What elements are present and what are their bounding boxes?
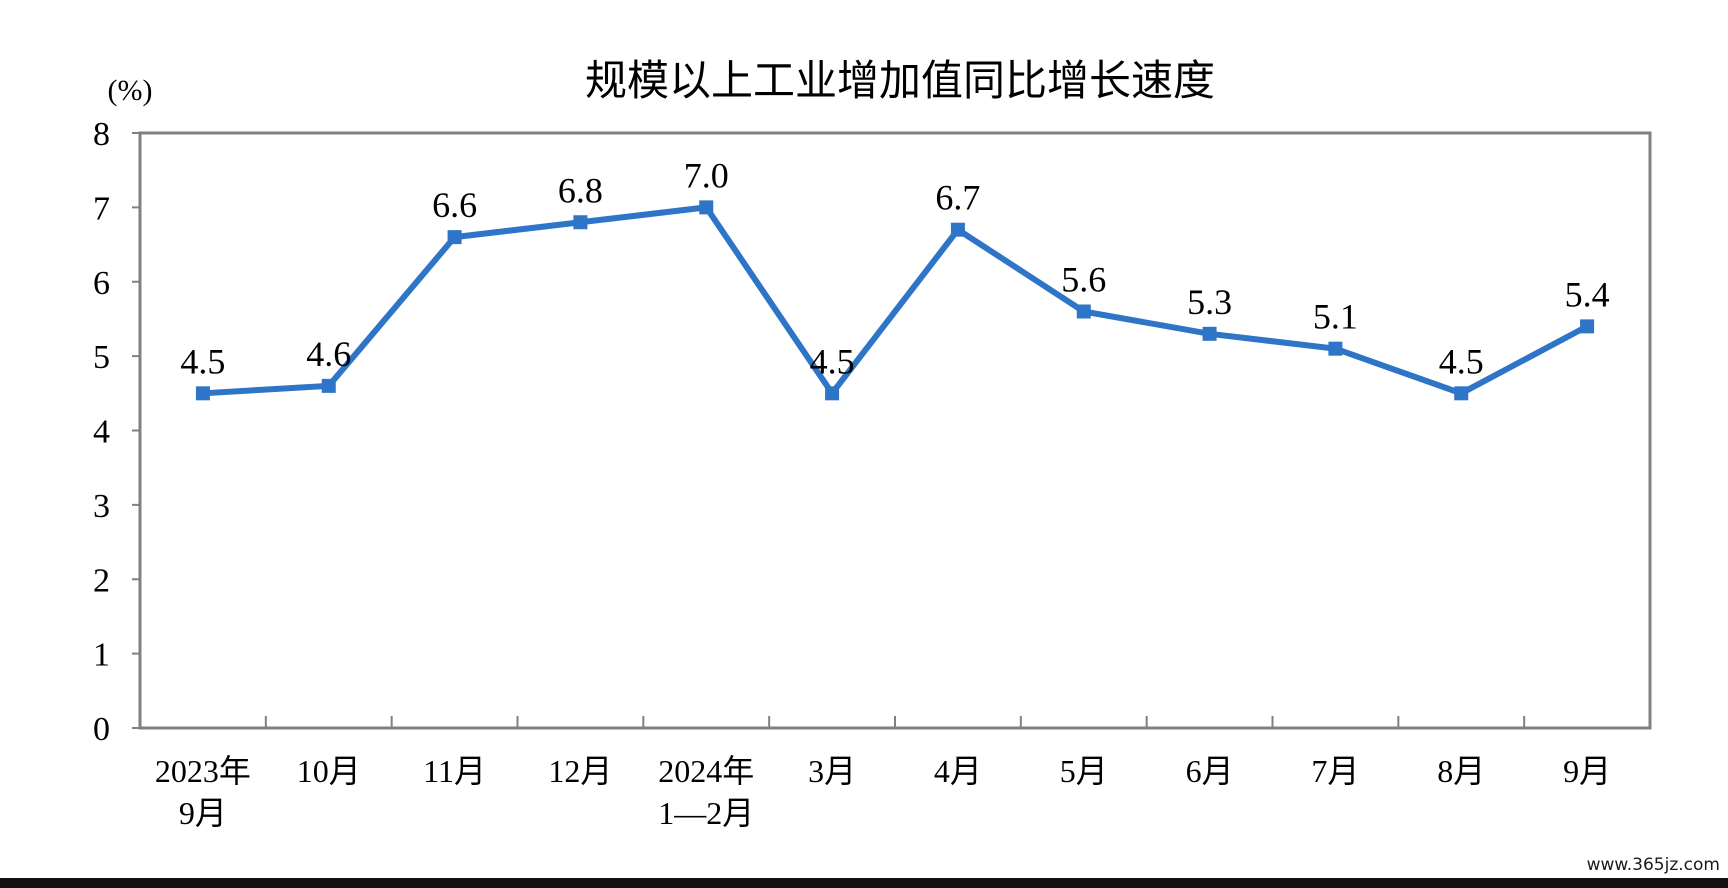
data-label: 6.7 — [935, 178, 980, 218]
data-point-marker — [1328, 341, 1343, 356]
x-tick-label: 12月 — [548, 753, 612, 789]
data-labels: 4.5 4.6 6.6 6.8 7.0 4.5 6.7 5.6 5.3 5.1 4.5 5.4 — [180, 155, 1609, 381]
y-tick-label: 6 — [93, 265, 110, 302]
data-point-marker — [1202, 326, 1217, 341]
x-axis: 2023年 9月 10月 11月 12月 2024年 1—2月 3月 4月 5月 6月 7月 8月 9月 — [155, 716, 1611, 831]
series-markers — [195, 200, 1595, 401]
y-tick-label: 3 — [93, 488, 110, 525]
y-tick-label: 1 — [93, 637, 110, 674]
x-tick-label: 9月 — [1563, 753, 1611, 789]
y-tick-label: 7 — [93, 190, 110, 227]
x-tick-label: 11月 — [423, 753, 486, 789]
data-label: 5.4 — [1565, 274, 1610, 314]
x-tick-label: 9月 — [179, 795, 227, 831]
y-axis: 0 1 2 3 4 5 6 7 8 — [93, 116, 140, 748]
plot-area-frame — [138, 131, 1652, 730]
data-label: 6.8 — [558, 170, 603, 210]
data-point-marker — [950, 222, 965, 237]
x-tick-label: 7月 — [1311, 753, 1359, 789]
data-point-marker — [1076, 304, 1091, 319]
data-label: 4.6 — [306, 334, 351, 374]
watermark: www.365jz.com — [1587, 855, 1720, 875]
x-tick-label: 10月 — [297, 753, 361, 789]
y-axis-unit-label: (%) — [108, 74, 153, 107]
data-label: 7.0 — [684, 155, 729, 195]
y-tick-label: 0 — [93, 711, 110, 748]
data-point-marker — [1580, 319, 1595, 334]
data-label: 5.6 — [1061, 260, 1106, 300]
data-label: 6.6 — [432, 185, 477, 225]
y-tick-label: 5 — [93, 339, 110, 376]
x-tick-label: 6月 — [1186, 753, 1234, 789]
x-tick-label: 8月 — [1437, 753, 1485, 789]
data-point-marker — [699, 200, 714, 215]
data-label: 4.5 — [180, 341, 225, 381]
data-point-marker — [1454, 386, 1469, 401]
x-tick-label: 1—2月 — [658, 795, 754, 831]
x-tick-label: 3月 — [808, 753, 856, 789]
data-point-marker — [825, 386, 840, 401]
series-line — [202, 204, 1589, 399]
data-point-marker — [447, 230, 462, 245]
bottom-bar — [0, 878, 1728, 888]
x-tick-label: 5月 — [1060, 753, 1108, 789]
data-label: 4.5 — [810, 341, 855, 381]
y-tick-label: 4 — [93, 414, 110, 451]
data-label: 5.3 — [1187, 282, 1232, 322]
x-tick-label: 4月 — [934, 753, 982, 789]
data-point-marker — [195, 386, 210, 401]
data-point-marker — [573, 215, 588, 230]
y-tick-label: 2 — [93, 562, 110, 599]
data-label: 4.5 — [1439, 341, 1484, 381]
x-tick-label: 2023年 — [155, 753, 251, 789]
y-tick-label: 8 — [93, 116, 110, 153]
data-label: 5.1 — [1313, 297, 1358, 337]
chart-title: 规模以上工业增加值同比增长速度 — [585, 56, 1215, 105]
data-point-marker — [321, 378, 336, 393]
x-tick-label: 2024年 — [658, 753, 754, 789]
